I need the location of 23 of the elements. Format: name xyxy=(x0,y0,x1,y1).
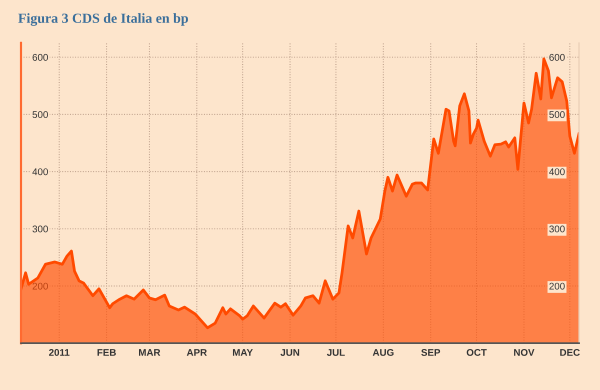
x-tick-label: JUL xyxy=(326,349,345,356)
x-tick-label: MAY xyxy=(232,349,253,356)
x-tick-label: AUG xyxy=(372,349,394,356)
y-tick-label: 300 xyxy=(32,226,48,232)
y-tick-label: 400 xyxy=(32,168,48,176)
x-tick-label: NOV xyxy=(514,349,534,356)
x-tick-label: SEP xyxy=(421,349,440,356)
x-tick-label: JUN xyxy=(280,349,300,356)
y2-tick-label: 200 xyxy=(549,282,565,290)
x-tick-label: DEC xyxy=(560,349,580,356)
y2-tick-label: 400 xyxy=(549,168,565,176)
chart-title: Figura 3 CDS de Italia en bp xyxy=(18,13,188,26)
y-tick-label: 200 xyxy=(32,282,48,290)
x-tick-label: APR xyxy=(186,349,207,356)
y-tick-label: 500 xyxy=(32,111,48,118)
x-tick-label: FEB xyxy=(98,349,116,356)
x-tick-label: 2011 xyxy=(49,349,70,356)
y2-tick-label: 500 xyxy=(549,111,565,118)
x-tick-label: MAR xyxy=(138,349,160,356)
y-tick-label: 600 xyxy=(32,54,48,61)
y2-tick-label: 600 xyxy=(549,54,565,61)
x-tick-label: OCT xyxy=(466,349,487,356)
y2-tick-label: 300 xyxy=(549,226,565,232)
